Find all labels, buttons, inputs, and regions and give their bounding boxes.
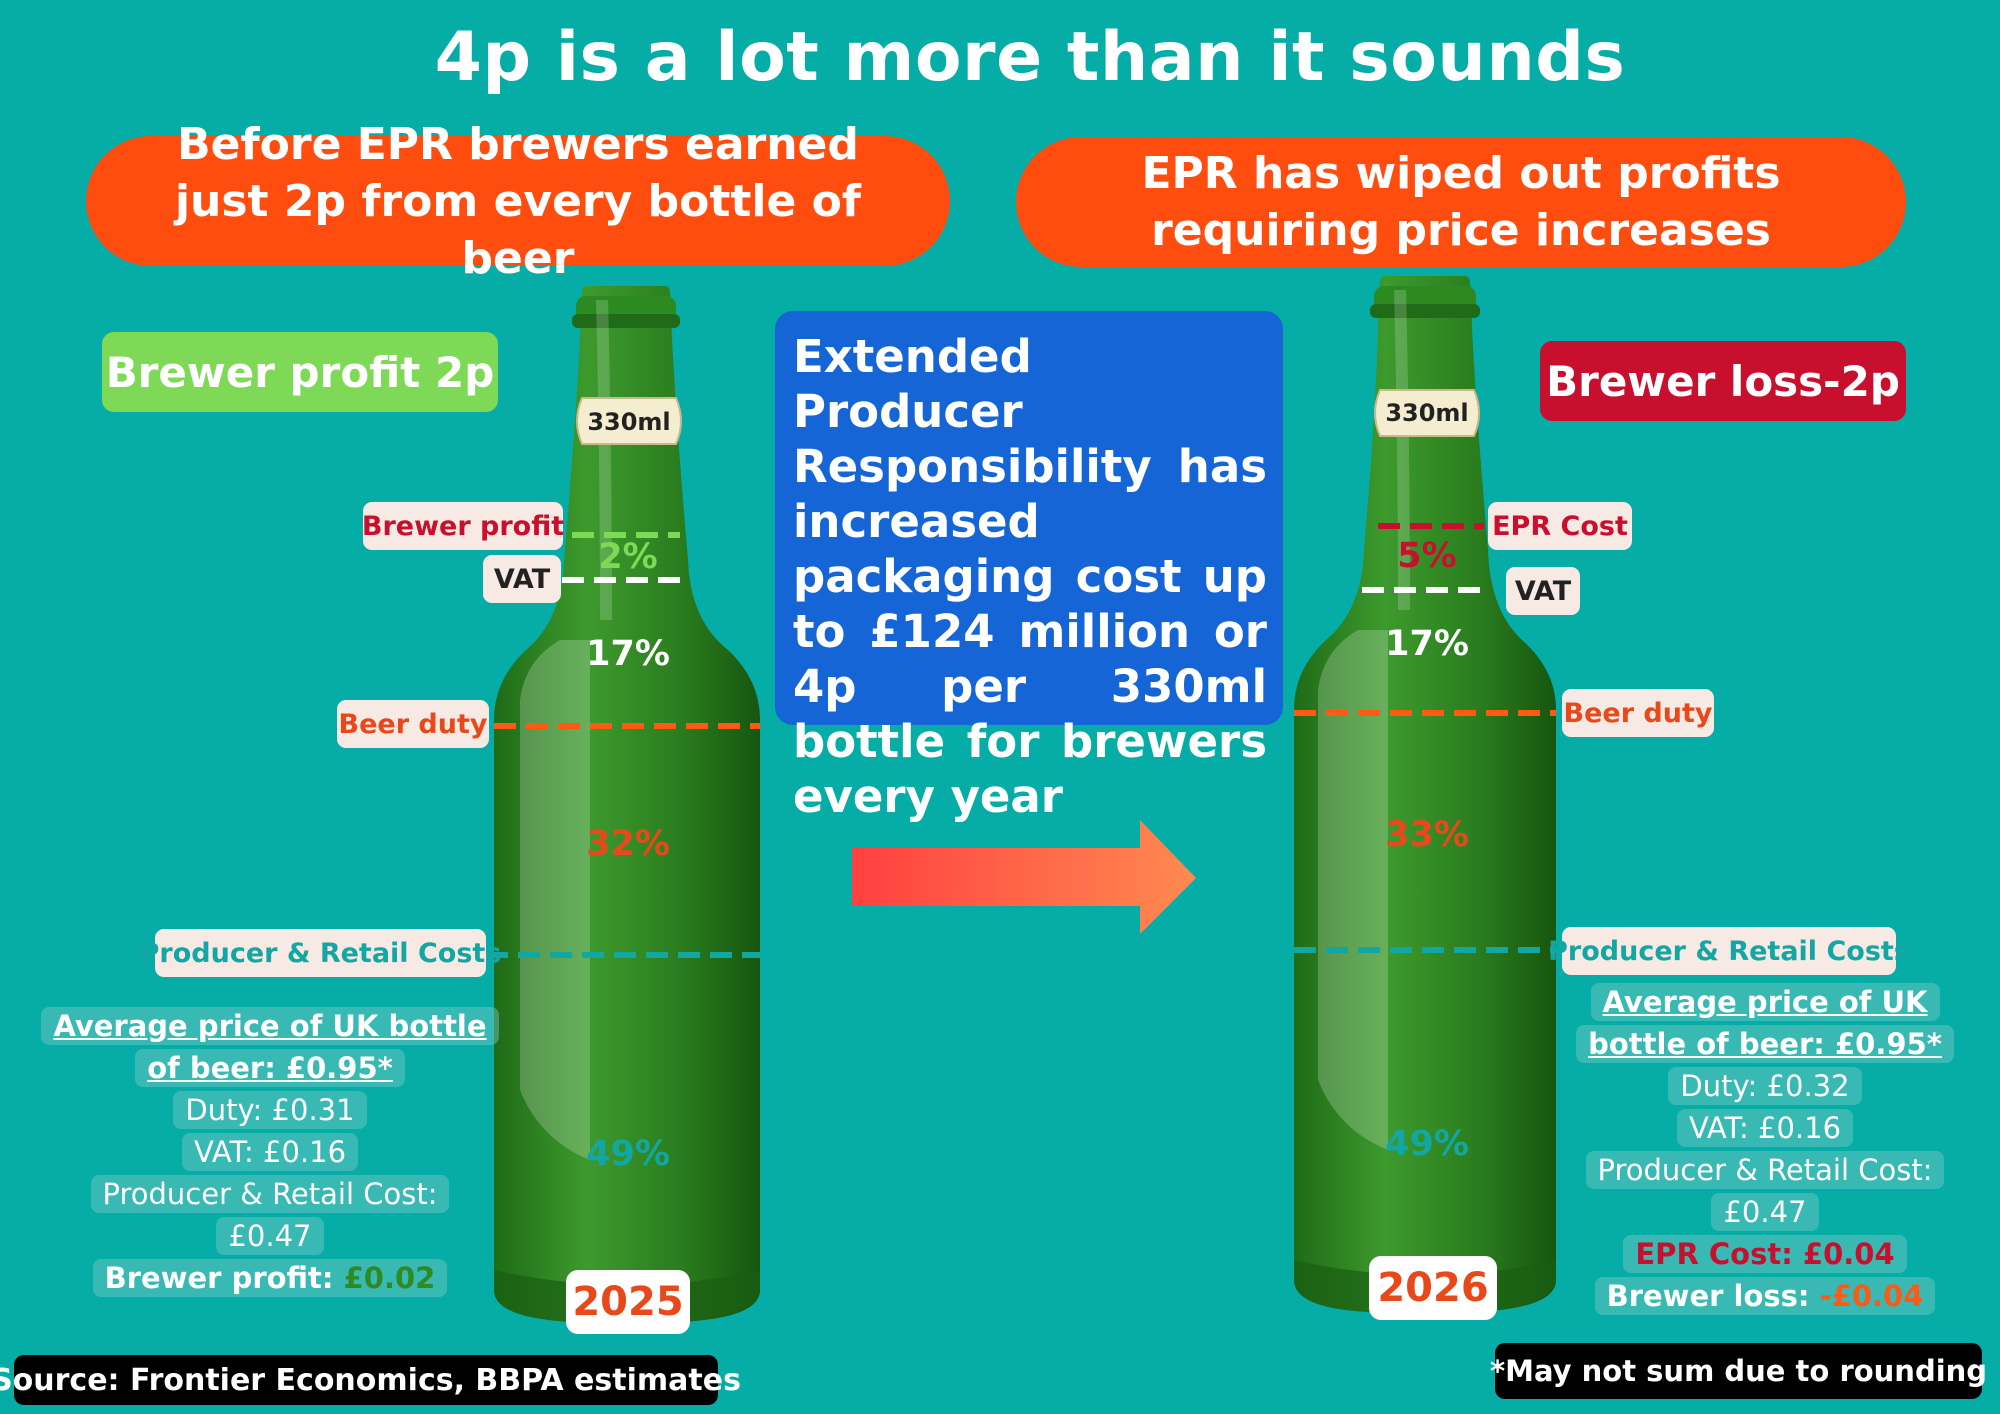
- summary-2025-vat: VAT: £0.16: [181, 1133, 359, 1171]
- summary-2026-loss-label: Brewer loss:: [1606, 1279, 1820, 1313]
- summary-2026-loss-value: -£0.04: [1819, 1279, 1924, 1313]
- summary-2026-head-2: bottle of beer: £0.95*: [1576, 1025, 1954, 1063]
- source-text: Source: Frontier Economics, BBPA estimat…: [0, 1362, 741, 1398]
- summary-2025-profit-label: Brewer profit:: [104, 1261, 344, 1295]
- tag-producer-right-text: Producer & Retail Costs: [1548, 935, 1910, 967]
- summary-2026-head-1: Average price of UK: [1590, 983, 1940, 1021]
- tag-brewer-profit-text: Brewer profit: [361, 510, 565, 542]
- tag-vat-right-text: VAT: [1514, 575, 1572, 607]
- bottle-2025-size-text: 330ml: [587, 408, 671, 436]
- brewer-loss-badge-text: Brewer loss-2p: [1546, 356, 1900, 406]
- summary-2026-duty: Duty: £0.32: [1668, 1067, 1862, 1105]
- year-2025-text: 2025: [572, 1279, 684, 1325]
- pct-brewer-profit-left: 2%: [598, 537, 658, 577]
- tag-producer-left: Producer & Retail Costs: [140, 929, 501, 977]
- pct-vat-left: 17%: [586, 634, 670, 674]
- bottle-2026-size-label: 330ml: [1380, 393, 1474, 433]
- tag-beer-duty-left: Beer duty: [337, 700, 489, 748]
- tag-producer-left-text: Producer & Retail Costs: [139, 937, 502, 969]
- summary-2026-loss: Brewer loss: -£0.04: [1594, 1277, 1936, 1315]
- tag-brewer-profit: Brewer profit: [361, 502, 565, 550]
- bottle-2025-body: [494, 286, 760, 1322]
- brewer-profit-badge: Brewer profit 2p: [102, 332, 498, 412]
- summary-2026-producer-1: Producer & Retail Cost:: [1585, 1151, 1945, 1189]
- bottle-2026-size-text: 330ml: [1385, 399, 1469, 427]
- tag-vat-left: VAT: [483, 555, 561, 603]
- pct-epr-cost: 5%: [1397, 536, 1457, 576]
- year-2026-text: 2026: [1377, 1265, 1489, 1311]
- bottle-2025-neck-label: [576, 397, 682, 445]
- bottle-2026-neck-label: [1374, 389, 1480, 437]
- tag-vat-left-text: VAT: [493, 563, 551, 595]
- summary-2025: Average price of UK bottle of beer: £0.9…: [40, 1007, 500, 1297]
- tag-epr-cost-text: EPR Cost: [1492, 510, 1628, 542]
- epr-info-text: Extended Producer Responsibility has inc…: [793, 330, 1267, 823]
- left-banner: Before EPR brewers earned just 2p from e…: [86, 119, 950, 284]
- bottle-2025-size-label: 330ml: [582, 402, 676, 442]
- pct-duty-left: 32%: [586, 824, 670, 864]
- right-banner: EPR has wiped out profits requiring pric…: [1016, 137, 1906, 267]
- summary-2026: Average price of UK bottle of beer: £0.9…: [1545, 983, 1985, 1315]
- summary-2026-epr: EPR Cost: £0.04: [1623, 1235, 1907, 1273]
- tag-vat-right: VAT: [1506, 567, 1580, 615]
- summary-2025-head-1: Average price of UK bottle: [41, 1007, 499, 1045]
- pct-producer-left: 49%: [586, 1134, 670, 1174]
- tag-epr-cost: EPR Cost: [1488, 502, 1632, 550]
- tag-beer-duty-right: Beer duty: [1562, 689, 1714, 737]
- rounding-note: *May not sum due to rounding: [1490, 1343, 1987, 1399]
- summary-2025-head-2: of beer: £0.95*: [135, 1049, 405, 1087]
- summary-2025-producer-1: Producer & Retail Cost:: [90, 1175, 450, 1213]
- summary-2026-producer-2: £0.47: [1711, 1193, 1819, 1231]
- year-2026: 2026: [1369, 1256, 1497, 1320]
- pct-vat-right: 17%: [1385, 624, 1469, 664]
- tag-beer-duty-left-text: Beer duty: [338, 708, 488, 740]
- tag-beer-duty-right-text: Beer duty: [1563, 697, 1713, 729]
- summary-2025-profit-value: £0.02: [343, 1261, 436, 1295]
- year-2025: 2025: [566, 1270, 690, 1334]
- left-banner-text: Before EPR brewers earned just 2p from e…: [174, 118, 862, 284]
- brewer-loss-badge: Brewer loss-2p: [1540, 341, 1906, 421]
- rounding-note-text: *May not sum due to rounding: [1489, 1354, 1988, 1388]
- summary-2025-duty: Duty: £0.31: [173, 1091, 367, 1129]
- summary-2026-vat: VAT: £0.16: [1676, 1109, 1854, 1147]
- epr-info-box: Extended Producer Responsibility has inc…: [775, 311, 1283, 823]
- tag-producer-right: Producer & Retail Costs: [1548, 927, 1910, 975]
- source-footer: Source: Frontier Economics, BBPA estimat…: [0, 1355, 741, 1405]
- pct-duty-right: 33%: [1385, 815, 1469, 855]
- right-banner-text: EPR has wiped out profits requiring pric…: [1141, 148, 1781, 256]
- summary-2025-profit: Brewer profit: £0.02: [92, 1259, 448, 1297]
- pct-producer-right: 49%: [1385, 1124, 1469, 1164]
- brewer-profit-badge-text: Brewer profit 2p: [105, 347, 495, 397]
- page-title: 4p is a lot more than it sounds: [434, 18, 1626, 97]
- summary-2025-producer-2: £0.47: [216, 1217, 324, 1255]
